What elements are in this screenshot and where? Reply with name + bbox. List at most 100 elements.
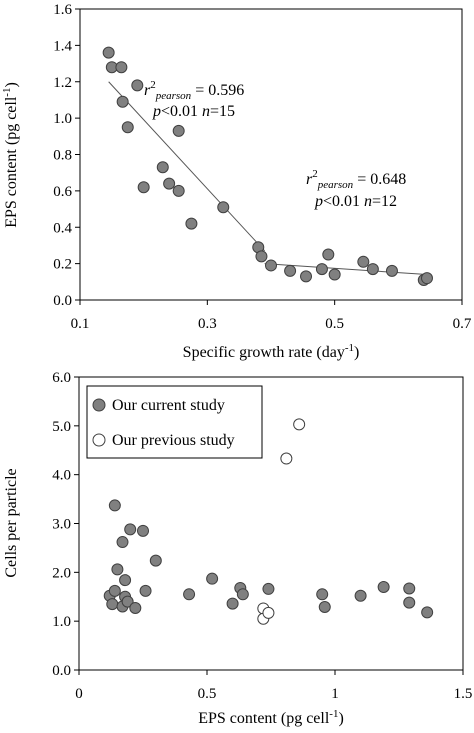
bottom-y-tick-label: 5.0 [52,419,71,435]
top-series-1-point [357,255,370,268]
legend-marker-current-study [92,398,106,412]
bottom-y-tick-label: 6.0 [52,370,71,386]
bottom-series-1-point [119,574,132,587]
legend-marker-previous-study [92,433,106,447]
top-series-1-point [121,121,134,134]
bottom-x-tick-label: 1 [331,686,339,702]
fit-annotation-2: r2pearson = 0.648 p<0.01 n=12 [306,168,406,210]
top-series-1-point [217,201,230,214]
bottom-series-2-point [280,452,293,465]
top-y-tick-label: 0.0 [53,293,72,309]
top-series-1-point [315,263,328,276]
fit-annotation-1: r2pearson = 0.596 p<0.01 n=15 [144,79,244,120]
bottom-series-1-point [108,499,121,512]
bottom-x-tick-label: 0 [75,686,83,702]
top-plot-frame [79,8,463,301]
legend-box [86,385,263,459]
legend-label-current-study: Our current study [112,397,225,414]
bottom-series-1-point [403,596,416,609]
bottom-x-axis-label: EPS content (pg cell-1) [198,708,344,727]
top-y-tick-label: 0.2 [53,257,72,273]
top-series-1-point [322,248,335,261]
top-series-1-point [115,61,128,74]
bottom-series-1-point [183,588,196,601]
top-series-1-point [420,272,433,285]
top-series-1-point [137,181,150,194]
top-series-1-point [156,161,169,174]
bottom-series-1-point [206,572,219,585]
bottom-x-tick-label: 1.5 [454,686,473,702]
top-y-tick-label: 1.6 [53,2,72,18]
top-y-axis-label: EPS content (pg cell-1) [1,82,20,228]
top-data-points [102,46,433,286]
top-series-1-point [131,79,144,92]
top-series-1-point [116,95,129,108]
top-x-tick-label: 0.5 [325,316,344,332]
bottom-series-1-point [139,584,152,597]
top-x-tick-label: 0.7 [453,316,472,332]
bottom-series-1-point [108,584,121,597]
top-series-1-point [255,250,268,263]
top-y-tick-label: 0.6 [53,184,72,200]
bottom-series-1-point [377,580,390,593]
fit-annotation-2-p: p<0.01 n=12 [314,193,397,210]
top-series-1-point [328,268,341,281]
bottom-series-1-point [129,601,142,614]
top-x-axis-label: Specific growth rate (day-1) [183,342,360,361]
legend-label-previous-study: Our previous study [112,432,235,449]
top-y-tick-label: 1.0 [53,111,72,127]
top-series-1-point [172,124,185,137]
bottom-series-1-point [236,588,249,601]
top-chart: 0.0 0.2 0.4 0.6 0.8 1.0 1.2 1.4 1.6 0.1 0.3 0.5 0.7… [1,2,472,361]
bottom-x-tick-label: 0.5 [198,686,217,702]
top-series-1-point [385,264,398,277]
top-series-1-point [300,270,313,283]
top-y-tick-label: 1.4 [53,38,72,54]
bottom-y-tick-label: 1.0 [52,614,71,630]
top-y-axis-ticks: 0.0 0.2 0.4 0.6 0.8 1.0 1.2 1.4 1.6 [53,2,80,309]
bottom-series-1-point [403,582,416,595]
bottom-x-axis-ticks: 0 0.5 1 1.5 [75,670,472,702]
bottom-series-1-point [106,598,119,611]
bottom-series-1-point [116,536,129,549]
bottom-series-1-point [149,554,162,567]
bottom-y-axis-ticks: 0.0 1.0 2.0 3.0 4.0 5.0 6.0 [52,370,79,679]
bottom-data-points [103,418,434,625]
top-x-tick-label: 0.3 [198,316,217,332]
top-x-axis-ticks: 0.1 0.3 0.5 0.7 [71,300,472,332]
top-series-1-point [366,263,379,276]
top-y-tick-label: 1.2 [53,75,72,91]
bottom-series-1-point [421,606,434,619]
bottom-series-2-point [293,418,306,431]
top-series-1-point [163,177,176,190]
top-series-1-point [284,264,297,277]
bottom-y-tick-label: 3.0 [52,517,71,533]
bottom-series-1-point [226,597,239,610]
legend: Our current study Our previous study [86,385,263,459]
bottom-y-tick-label: 0.0 [52,663,71,679]
bottom-series-1-point [354,589,367,602]
fit-annotation-2-r2: r2pearson = 0.648 [306,168,406,191]
bottom-series-1-point [121,595,134,608]
bottom-y-tick-label: 4.0 [52,468,71,484]
top-series-1-point [102,46,115,59]
top-y-tick-label: 0.4 [53,220,72,236]
top-series-1-point [185,217,198,230]
bottom-y-axis-label: Cells per particle [3,468,20,577]
top-x-tick-label: 0.1 [71,316,90,332]
top-series-1-point [172,184,185,197]
fit-annotation-1-p: p<0.01 n=15 [152,103,235,120]
fit-line-1 [108,81,266,252]
bottom-chart: 0.0 1.0 2.0 3.0 4.0 5.0 6.0 0 0.5 1 1.5 Cells per… [3,370,472,727]
bottom-y-tick-label: 2.0 [52,565,71,581]
bottom-series-1-point [316,588,329,601]
top-series-1-point [265,259,277,272]
bottom-series-2-point [262,606,275,619]
fit-annotation-1-r2: r2pearson = 0.596 [144,79,244,102]
top-y-tick-label: 0.8 [53,148,72,164]
bottom-series-1-point [137,524,149,537]
bottom-series-1-point [111,563,124,576]
bottom-series-1-point [262,582,275,595]
bottom-series-1-point [124,523,137,536]
